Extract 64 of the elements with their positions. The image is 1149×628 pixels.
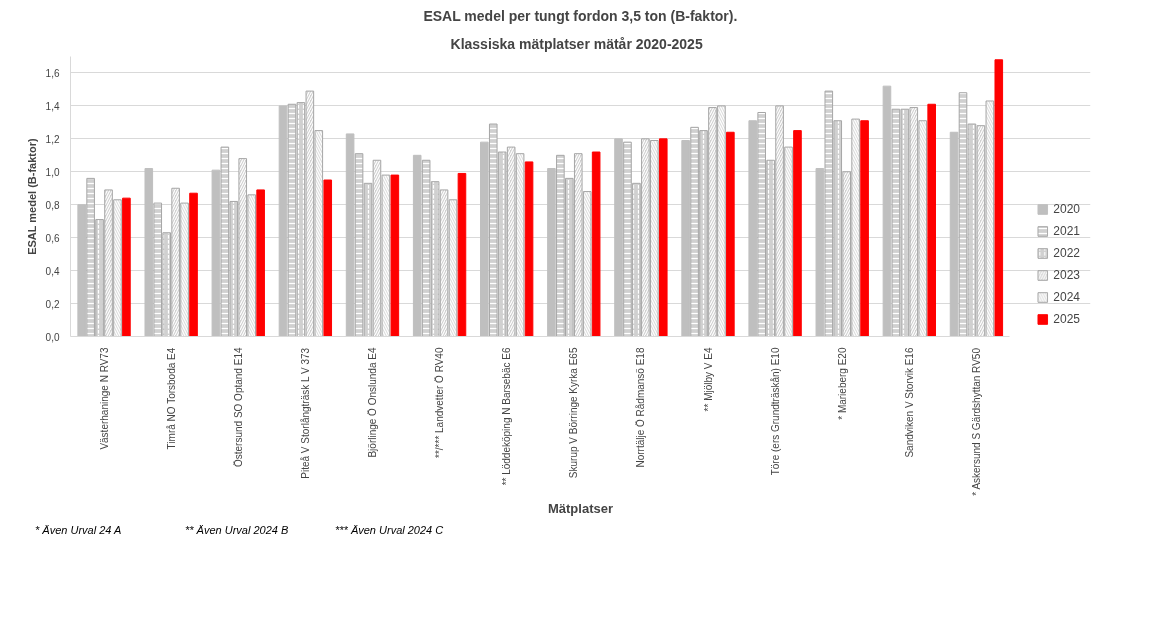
x-tick-label: Töre (ers Grundträskån) E10 xyxy=(769,347,781,476)
y-tick-label: 0,8 xyxy=(45,199,60,211)
bar xyxy=(815,168,825,337)
x-tick-label: * Marieberg E20 xyxy=(836,347,848,420)
y-tick-label: 1,0 xyxy=(45,166,60,178)
bar xyxy=(144,168,154,337)
x-tick-label: Norrtälje Ö Rådmansö E18 xyxy=(635,347,647,468)
bar xyxy=(860,120,869,337)
bar xyxy=(614,138,623,337)
text: ** Även Urval 2024 B xyxy=(185,523,289,538)
bar xyxy=(927,103,936,337)
bar xyxy=(949,131,959,337)
y-tick-label: 0,4 xyxy=(45,265,60,277)
bar xyxy=(882,85,892,337)
x-tick-label: Sandviken V Storvik E16 xyxy=(903,347,915,458)
legend-label: 2021 xyxy=(1053,224,1080,238)
bar xyxy=(793,130,802,337)
bar xyxy=(681,140,690,337)
chart-subtitle: Klassiska mätplatser mätår 2020-2025 xyxy=(450,35,703,52)
text: * Även Urval 24 A xyxy=(35,523,122,538)
x-tick-label: Östersund SO Optand E14 xyxy=(232,347,244,468)
x-tick-label: * Askersund S Gärdshyttan RV50 xyxy=(970,347,982,496)
legend-label: 2025 xyxy=(1053,312,1080,326)
x-tick-label: ** Löddeköping N Barsebäc E6 xyxy=(501,347,513,486)
legend-label: 2024 xyxy=(1053,290,1080,304)
x-axis-title: Mätplatser xyxy=(547,500,614,516)
legend-label: 2020 xyxy=(1053,202,1080,216)
bar xyxy=(726,131,735,337)
y-tick-label: 0,0 xyxy=(45,331,60,343)
bar xyxy=(189,192,198,337)
x-tick-label: Piteå V Storlångträsk L V 373 xyxy=(299,347,311,479)
legend-label: 2023 xyxy=(1053,268,1080,282)
bar xyxy=(994,59,1004,337)
bar xyxy=(390,174,400,337)
bar xyxy=(345,133,355,337)
legend-label: 2022 xyxy=(1053,246,1080,260)
y-axis-title: ESAL medel (B-faktor) xyxy=(25,137,38,255)
bar xyxy=(480,141,489,337)
bar xyxy=(122,197,131,337)
text: *** Även Urval 2024 C xyxy=(335,523,444,538)
bar xyxy=(524,161,534,337)
bar xyxy=(748,120,758,337)
bar xyxy=(211,169,221,337)
bar xyxy=(547,168,556,337)
bar xyxy=(278,105,288,337)
bar xyxy=(412,154,422,337)
chart-title: ESAL medel per tungt fordon 3,5 ton (B-faktor). xyxy=(423,7,738,24)
x-tick-label: Björlinge Ö Onslunda E4 xyxy=(366,347,378,458)
y-tick-label: 0,6 xyxy=(45,232,60,244)
bar xyxy=(77,204,86,337)
x-tick-label: Skurup V Börringe Kyrka E65 xyxy=(568,347,580,479)
bar xyxy=(591,151,601,337)
y-tick-label: 1,4 xyxy=(45,100,60,112)
bar xyxy=(457,172,467,337)
bar xyxy=(658,138,668,337)
x-tick-label: ** Mjölby V E4 xyxy=(702,347,714,412)
x-tick-label: Västerhaninge N RV73 xyxy=(98,347,110,450)
y-tick-label: 1,6 xyxy=(45,67,60,79)
y-tick-label: 1,2 xyxy=(45,133,60,145)
bar xyxy=(256,189,265,337)
x-tick-label: **/*** Landvetter Ö RV40 xyxy=(434,347,446,458)
x-tick-label: Timrå NO Torsboda E4 xyxy=(165,347,177,450)
y-tick-label: 0,2 xyxy=(45,298,60,310)
bar xyxy=(323,179,333,337)
